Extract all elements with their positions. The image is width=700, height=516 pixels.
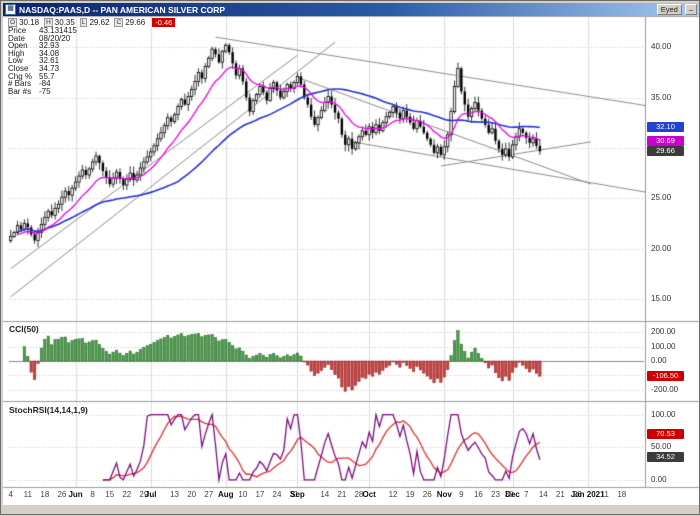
cci-panel-label: CCI(50) <box>9 324 39 334</box>
high-key: H <box>44 17 53 27</box>
open-key: O <box>8 17 18 27</box>
info-row: # Bars -84 <box>8 79 51 89</box>
titlebar[interactable]: ▦ NASDAQ:PAAS,D -- PAN AMERICAN SILVER C… <box>3 3 699 16</box>
close-value: 29.66 <box>125 17 146 27</box>
change-badge: -0.46 <box>152 17 176 27</box>
close-key: C <box>114 17 124 27</box>
info-row: Price 43.131415 <box>8 26 77 35</box>
info-row: Date 08/20/20 <box>8 33 71 43</box>
stoch-panel-label: StochRSI(14,14,1,9) <box>9 405 88 415</box>
info-row: Open 32.93 <box>8 41 60 51</box>
open-value: 30.18 <box>19 17 40 27</box>
window-title: NASDAQ:PAAS,D -- PAN AMERICAN SILVER COR… <box>19 4 226 15</box>
low-value: 29.62 <box>89 17 110 27</box>
info-row: High 34.08 <box>8 48 60 58</box>
high-value: 30.35 <box>54 17 75 27</box>
minimize-button[interactable]: – <box>684 4 697 15</box>
info-row: Close 34.73 <box>8 63 60 73</box>
info-row: Bar #s -75 <box>8 86 51 96</box>
info-row: Low 32.61 <box>8 56 60 66</box>
info-row: Chg % 55.7 <box>8 71 55 81</box>
app-icon: ▦ <box>5 4 16 15</box>
eyed-button[interactable]: Eyed <box>656 4 682 15</box>
low-key: L <box>79 17 88 27</box>
ohlc-row: O 30.18 H 30.35 L 29.62 C 29.66 -0.46 <box>8 17 176 27</box>
quote-info-panel: O 30.18 H 30.35 L 29.62 C 29.66 -0.46 Pr… <box>8 17 176 96</box>
